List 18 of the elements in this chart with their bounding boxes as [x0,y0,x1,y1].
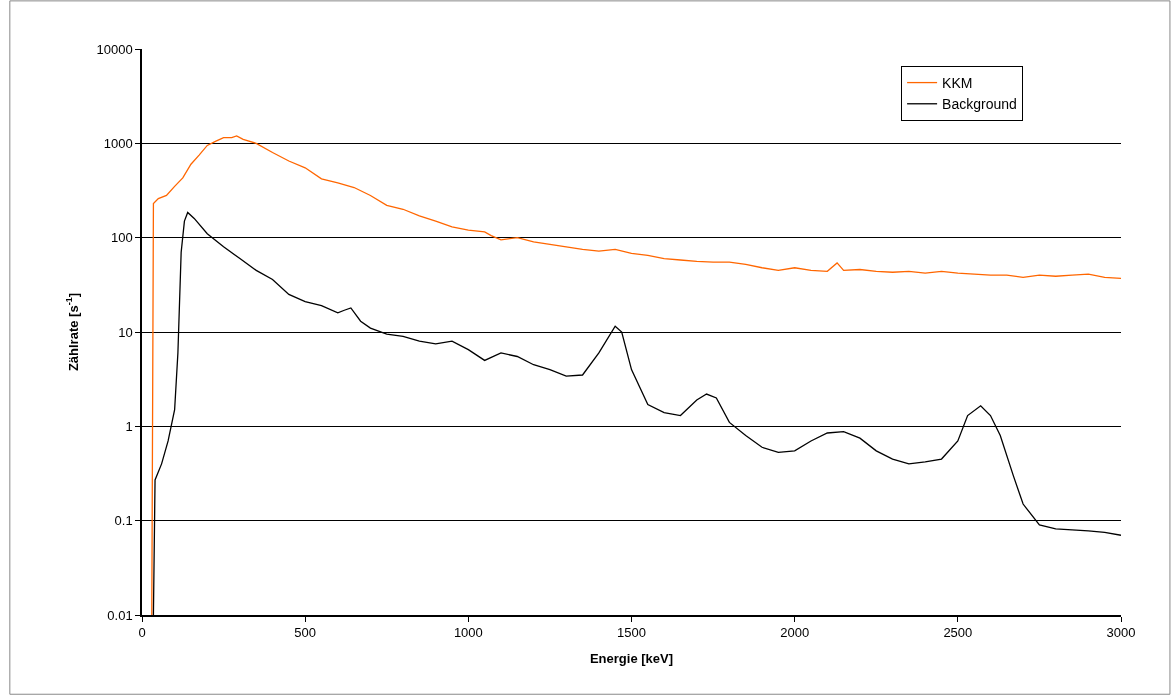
legend-label: Background [942,96,1017,113]
x-axis-title: Energie [keV] [589,651,674,667]
line-series [151,135,1121,615]
y-tick-label: 0.1 [114,513,133,529]
x-tick-label: 0 [138,625,146,641]
x-tick-label: 1500 [617,625,646,641]
y-tick-label: 10000 [96,41,133,57]
x-tick-label: 500 [294,625,317,641]
y-tick-label: 1000 [103,135,133,151]
x-tick-label: 2500 [943,625,973,641]
y-tick-label: 100 [110,230,133,246]
y-tick-label: 0.01 [107,607,133,623]
x-tick-label: 3000 [1106,625,1136,641]
x-tick-label: 2000 [780,625,810,641]
x-tick-label: 1000 [453,625,483,641]
y-tick-label: 1 [125,418,133,434]
legend-label: KKM [942,75,973,92]
y-tick-label: 10 [118,324,133,340]
